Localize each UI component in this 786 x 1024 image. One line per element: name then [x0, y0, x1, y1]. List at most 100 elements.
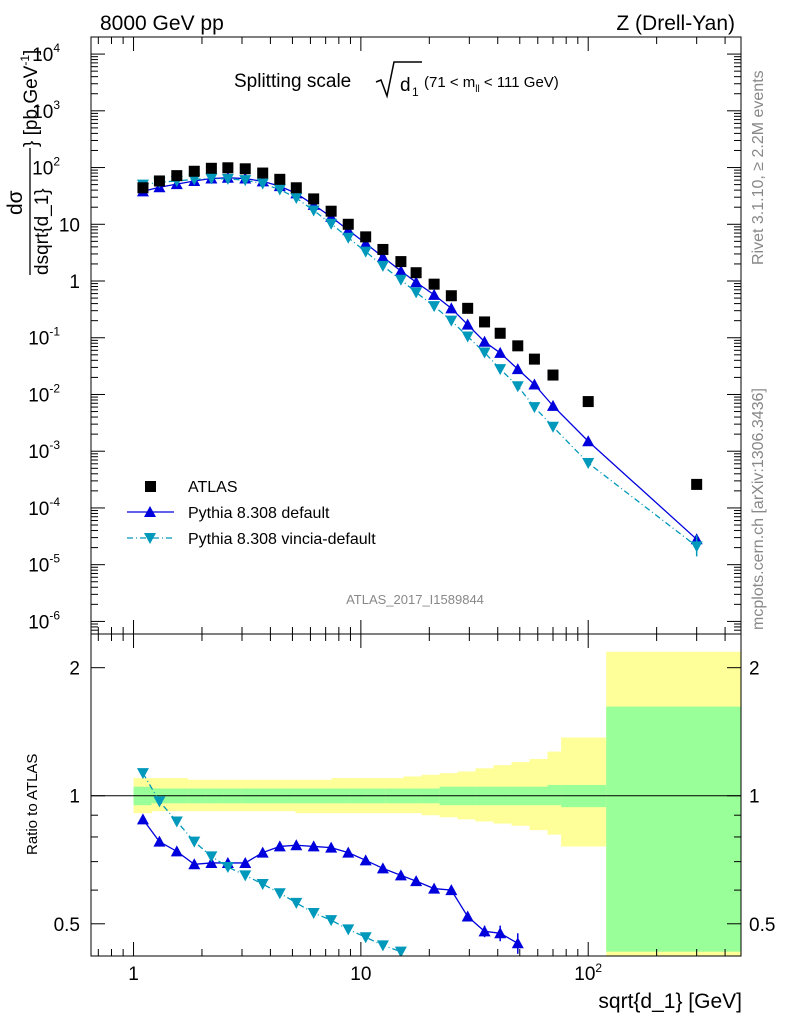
y-tick-label: 10-6	[28, 608, 60, 633]
atlas-point	[290, 182, 302, 194]
atlas-point	[547, 369, 559, 381]
ylabel-den: dsqrt{d_1}	[32, 188, 53, 275]
x-tick-label: 102	[574, 961, 602, 985]
legend-atlas-label: ATLAS	[188, 479, 238, 496]
ratio-pythia-point	[256, 846, 269, 858]
x-tick-label: 10	[350, 964, 371, 985]
y-tick-label: 10-5	[28, 552, 60, 577]
atlas-point	[257, 167, 269, 179]
atlas-point	[582, 396, 594, 408]
atlas-point	[479, 316, 491, 328]
ratio-pythia-point	[478, 925, 491, 937]
atlas-point	[462, 302, 474, 314]
pythia-default-point	[494, 346, 507, 358]
rivet-label: Rivet 3.1.10, ≥ 2.2M events	[750, 70, 767, 265]
ratio-pythia-point	[376, 862, 389, 874]
vincia-point	[394, 274, 407, 286]
title-var-sub: 1	[412, 85, 419, 99]
pythia-default-point	[478, 335, 491, 347]
vincia-point	[582, 457, 595, 469]
pythia-default-point	[461, 318, 474, 330]
ratio-vincia-point	[256, 879, 269, 891]
ratio-pythia-point	[170, 845, 183, 857]
ratio-pythia-point	[307, 840, 320, 852]
ratio-vincia-point	[136, 768, 149, 780]
ratio-pythia-point	[428, 882, 441, 894]
y-tick-label: 102	[32, 155, 60, 180]
ratio-vincia-point	[273, 888, 286, 900]
sqrt-sign	[375, 61, 422, 99]
ratio-panel: 1 10 102 0.5 0.5 1 1 2 2 Ratio to ATLAS	[24, 633, 775, 985]
ratio-pythia-point	[494, 927, 507, 939]
ratio-vincia-point	[307, 908, 320, 920]
header-left: 8000 GeV pp	[100, 12, 224, 35]
vincia-point	[359, 246, 372, 258]
legend-vincia-marker	[144, 533, 156, 544]
ratio-y-tick-label: 2	[69, 659, 80, 680]
atlas-point	[274, 173, 286, 185]
atlas-point	[222, 162, 234, 174]
vincia-point	[478, 347, 491, 359]
vincia-point	[461, 331, 474, 343]
ylabel-unit: } [pb,GeV-1]	[18, 50, 42, 147]
vincia-point	[511, 381, 524, 393]
header-right: Z (Drell-Yan)	[616, 12, 735, 35]
vincia-point	[221, 173, 234, 185]
ratio-vincia-point	[376, 940, 389, 952]
analysis-tag: ATLAS_2017_I1589844	[346, 592, 484, 607]
pythia-default-point	[428, 288, 441, 300]
legend: ATLAS Pythia 8.308 default Pythia 8.308 …	[127, 479, 376, 548]
ratio-vincia-point	[239, 870, 252, 882]
ratio-vincia-line	[142, 772, 402, 953]
vincia-point	[546, 421, 559, 433]
ratio-pythia-point	[136, 813, 149, 825]
ratio-pythia-point	[273, 840, 286, 852]
y-tick-label: 10-1	[28, 325, 60, 350]
legend-pythia-marker	[144, 506, 156, 517]
atlas-point	[239, 163, 251, 175]
atlas-point	[153, 175, 165, 187]
ratio-y-tick-label-right: 0.5	[749, 915, 775, 936]
atlas-point	[188, 165, 200, 177]
pythia-default-point	[528, 378, 541, 390]
y-tick-label: 1	[69, 272, 80, 293]
title-cut: (71 < mll < 111 GeV)	[424, 74, 559, 95]
ratio-pythia-point	[188, 858, 201, 870]
ratio-pythia-point	[410, 875, 423, 887]
vincia-point	[445, 315, 458, 327]
main-ylabel: dσ dsqrt{d_1} } [pb,GeV-1]	[4, 50, 53, 275]
ratio-pythia-point	[342, 846, 355, 858]
ratio-vincia-point	[325, 915, 338, 927]
x-axis-label: sqrt{d_1} [GeV]	[598, 990, 742, 1013]
ratio-vincia-point	[205, 851, 218, 863]
atlas-point	[528, 353, 540, 365]
ratio-vincia-point	[170, 816, 183, 828]
atlas-point	[308, 193, 320, 205]
pythia-default-point	[394, 265, 407, 277]
vincia-point	[188, 174, 201, 186]
legend-vincia-label: Pythia 8.308 vincia-default	[188, 531, 376, 548]
vincia-point	[428, 301, 441, 313]
vincia-point	[528, 402, 541, 414]
ratio-ylabel: Ratio to ATLAS	[24, 754, 41, 855]
ratio-pythia-point	[153, 835, 166, 847]
ratio-y-tick-label: 0.5	[54, 915, 80, 936]
ratio-pythia-point	[511, 937, 524, 949]
source-label: mcplots.cern.ch [arXiv:1306.3436]	[750, 388, 767, 630]
atlas-point	[512, 340, 524, 352]
ratio-vincia-point	[359, 932, 372, 944]
y-tick-label: 104	[32, 41, 60, 66]
atlas-point	[428, 278, 440, 290]
ratio-vincia-point	[394, 946, 407, 956]
pythia-default-point	[546, 399, 559, 411]
atlas-point	[494, 327, 506, 339]
atlas-point	[445, 290, 457, 302]
atlas-point	[137, 182, 149, 194]
pythia-default-point	[376, 251, 389, 263]
vincia-point	[273, 184, 286, 196]
ratio-y-tick-label-right: 1	[749, 787, 760, 808]
band-inner	[606, 706, 742, 952]
atlas-point	[691, 478, 703, 490]
pythia-default-point	[359, 237, 372, 249]
